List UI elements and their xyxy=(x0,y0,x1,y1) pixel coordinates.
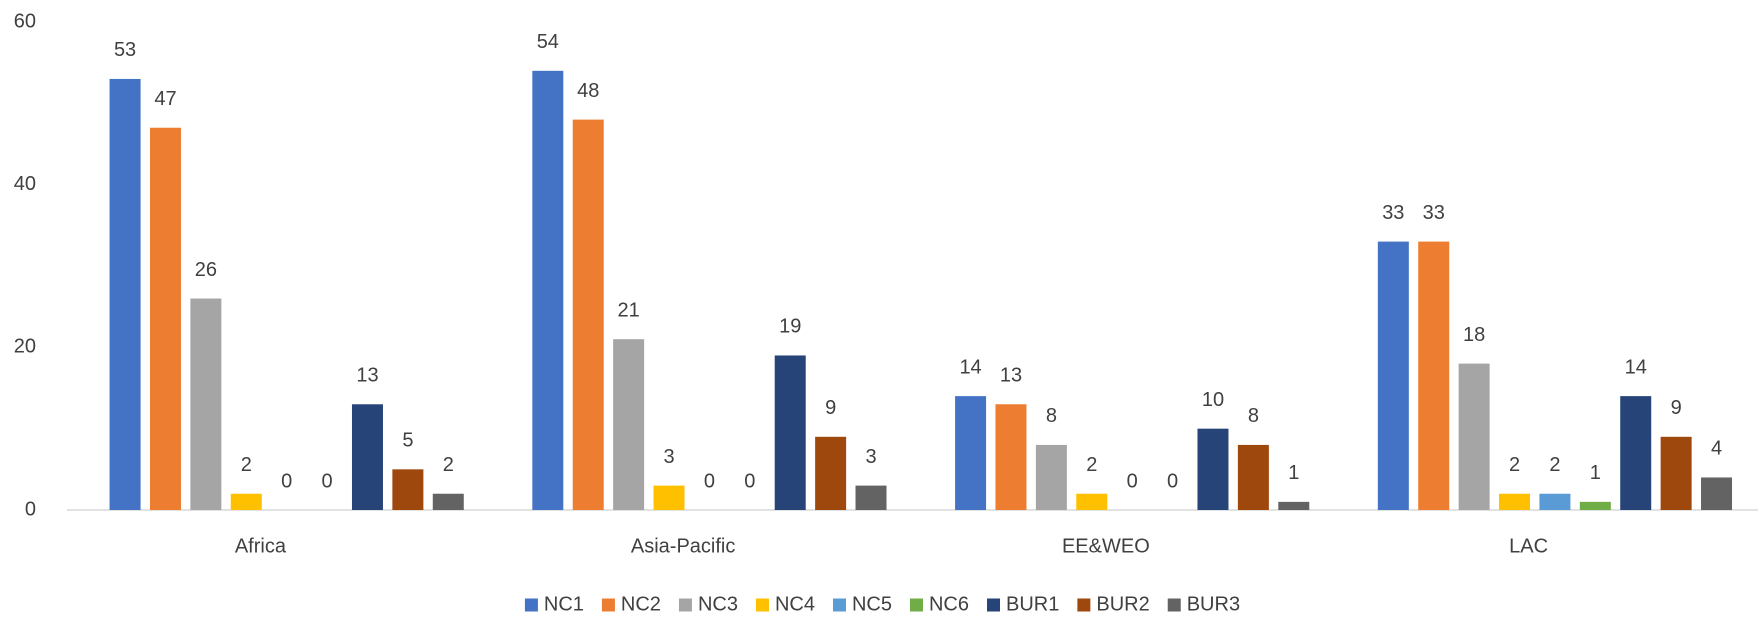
data-label: 48 xyxy=(577,80,599,102)
bar xyxy=(815,436,847,510)
data-label: 13 xyxy=(1000,365,1022,387)
data-label: 14 xyxy=(959,356,981,378)
legend-label: NC1 xyxy=(544,593,584,615)
data-label: 14 xyxy=(1625,356,1647,378)
x-tick-label: Asia-Pacific xyxy=(631,535,735,557)
data-label: 2 xyxy=(1086,454,1097,476)
bar xyxy=(432,493,464,510)
data-label: 47 xyxy=(154,88,176,110)
bar xyxy=(230,493,262,510)
bar xyxy=(1620,396,1652,510)
bar xyxy=(1701,477,1733,510)
data-label: 2 xyxy=(241,454,252,476)
data-label: 21 xyxy=(618,299,640,321)
data-label: 33 xyxy=(1423,202,1445,224)
legend-swatch xyxy=(987,598,1001,612)
data-label: 4 xyxy=(1711,438,1722,460)
data-label: 54 xyxy=(537,31,559,53)
bar xyxy=(1418,241,1450,510)
data-label: 10 xyxy=(1202,389,1224,411)
bar xyxy=(149,127,181,510)
data-label: 2 xyxy=(443,454,454,476)
y-tick-label: 0 xyxy=(25,498,36,520)
bar xyxy=(1579,501,1611,510)
legend-label: BUR3 xyxy=(1187,593,1240,615)
legend-label: BUR2 xyxy=(1096,593,1149,615)
bar xyxy=(653,485,685,510)
data-label: 3 xyxy=(663,446,674,468)
data-label: 9 xyxy=(825,397,836,419)
data-label: 0 xyxy=(744,470,755,492)
legend-swatch xyxy=(678,598,692,612)
legend-swatch xyxy=(909,598,923,612)
bar xyxy=(392,469,424,510)
bar xyxy=(955,396,987,510)
y-tick-label: 20 xyxy=(14,336,36,358)
data-label: 2 xyxy=(1509,454,1520,476)
bar xyxy=(613,339,645,510)
data-label: 0 xyxy=(1127,470,1138,492)
data-label: 0 xyxy=(1167,470,1178,492)
data-label: 8 xyxy=(1046,405,1057,427)
legend-swatch xyxy=(1077,598,1091,612)
legend-swatch xyxy=(1167,598,1181,612)
legend-swatch xyxy=(601,598,615,612)
legend-label: NC6 xyxy=(929,593,969,615)
data-label: 53 xyxy=(114,39,136,61)
data-label: 0 xyxy=(281,470,292,492)
bar xyxy=(532,70,564,511)
bar xyxy=(1458,363,1490,510)
bar xyxy=(351,404,383,510)
data-label: 1 xyxy=(1590,462,1601,484)
y-tick-label: 60 xyxy=(14,10,36,32)
data-label: 3 xyxy=(865,446,876,468)
bar xyxy=(995,404,1027,510)
data-label: 19 xyxy=(779,316,801,338)
data-label: 0 xyxy=(704,470,715,492)
data-label: 26 xyxy=(195,259,217,281)
data-label: 0 xyxy=(322,470,333,492)
bar xyxy=(1660,436,1692,510)
legend-label: NC5 xyxy=(852,593,892,615)
data-label: 18 xyxy=(1463,324,1485,346)
x-tick-label: LAC xyxy=(1509,535,1548,557)
data-label: 8 xyxy=(1248,405,1259,427)
bar xyxy=(1539,493,1571,510)
data-label: 2 xyxy=(1549,454,1560,476)
bar xyxy=(1278,501,1310,510)
legend-label: NC3 xyxy=(698,593,738,615)
data-label: 9 xyxy=(1671,397,1682,419)
legend-label: NC2 xyxy=(621,593,661,615)
bar xyxy=(1499,493,1531,510)
legend-label: BUR1 xyxy=(1006,593,1059,615)
x-tick-label: Africa xyxy=(235,535,287,557)
x-tick-label: EE&WEO xyxy=(1062,535,1150,557)
bar xyxy=(1035,444,1067,510)
data-label: 13 xyxy=(356,365,378,387)
data-label: 1 xyxy=(1288,462,1299,484)
legend-swatch xyxy=(832,598,846,612)
bar xyxy=(1377,241,1409,510)
bar xyxy=(855,485,887,510)
legend-swatch xyxy=(524,598,538,612)
bar xyxy=(1076,493,1108,510)
data-label: 33 xyxy=(1382,202,1404,224)
bar xyxy=(1197,428,1229,510)
bar xyxy=(109,78,141,510)
bar xyxy=(190,298,222,510)
legend-label: NC4 xyxy=(775,593,815,615)
bar xyxy=(774,355,806,510)
bar xyxy=(572,119,604,510)
data-label: 5 xyxy=(402,430,413,452)
legend-swatch xyxy=(755,598,769,612)
bar xyxy=(1237,444,1269,510)
y-tick-label: 40 xyxy=(14,173,36,195)
